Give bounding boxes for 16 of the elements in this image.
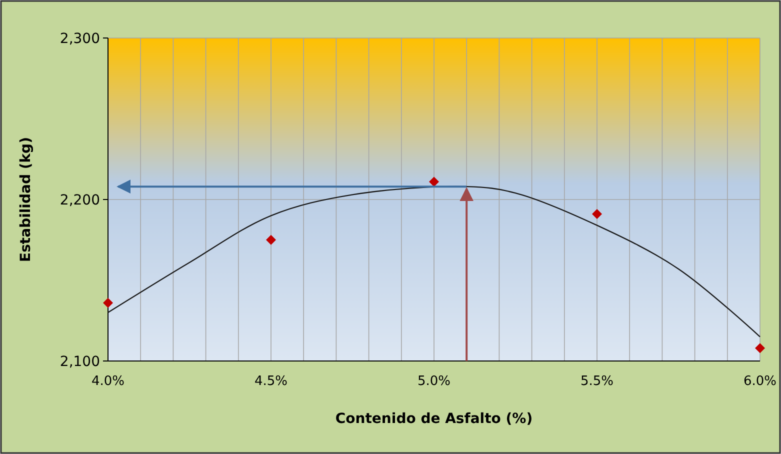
y-axis-title: Estabilidad (kg) (18, 137, 34, 262)
y-tick-label: 2,100 (60, 354, 100, 370)
point (266, 234, 276, 245)
point (592, 209, 602, 220)
point (755, 343, 765, 354)
x-tick-label: 4.0% (91, 374, 125, 389)
y-tick-label: 2,200 (60, 192, 100, 208)
point (429, 176, 439, 187)
x-axis-title: Contenido de Asfalto (%) (335, 411, 533, 427)
line-series (107, 186, 761, 338)
x-tick-label: 4.5% (254, 374, 288, 389)
x-tick-label: 5.0% (417, 374, 451, 389)
y-tick-label: 2,300 (60, 30, 100, 47)
x-tick-label: 6.0% (743, 374, 777, 389)
x-tick-label: 5.5% (580, 374, 614, 389)
point (103, 298, 113, 308)
